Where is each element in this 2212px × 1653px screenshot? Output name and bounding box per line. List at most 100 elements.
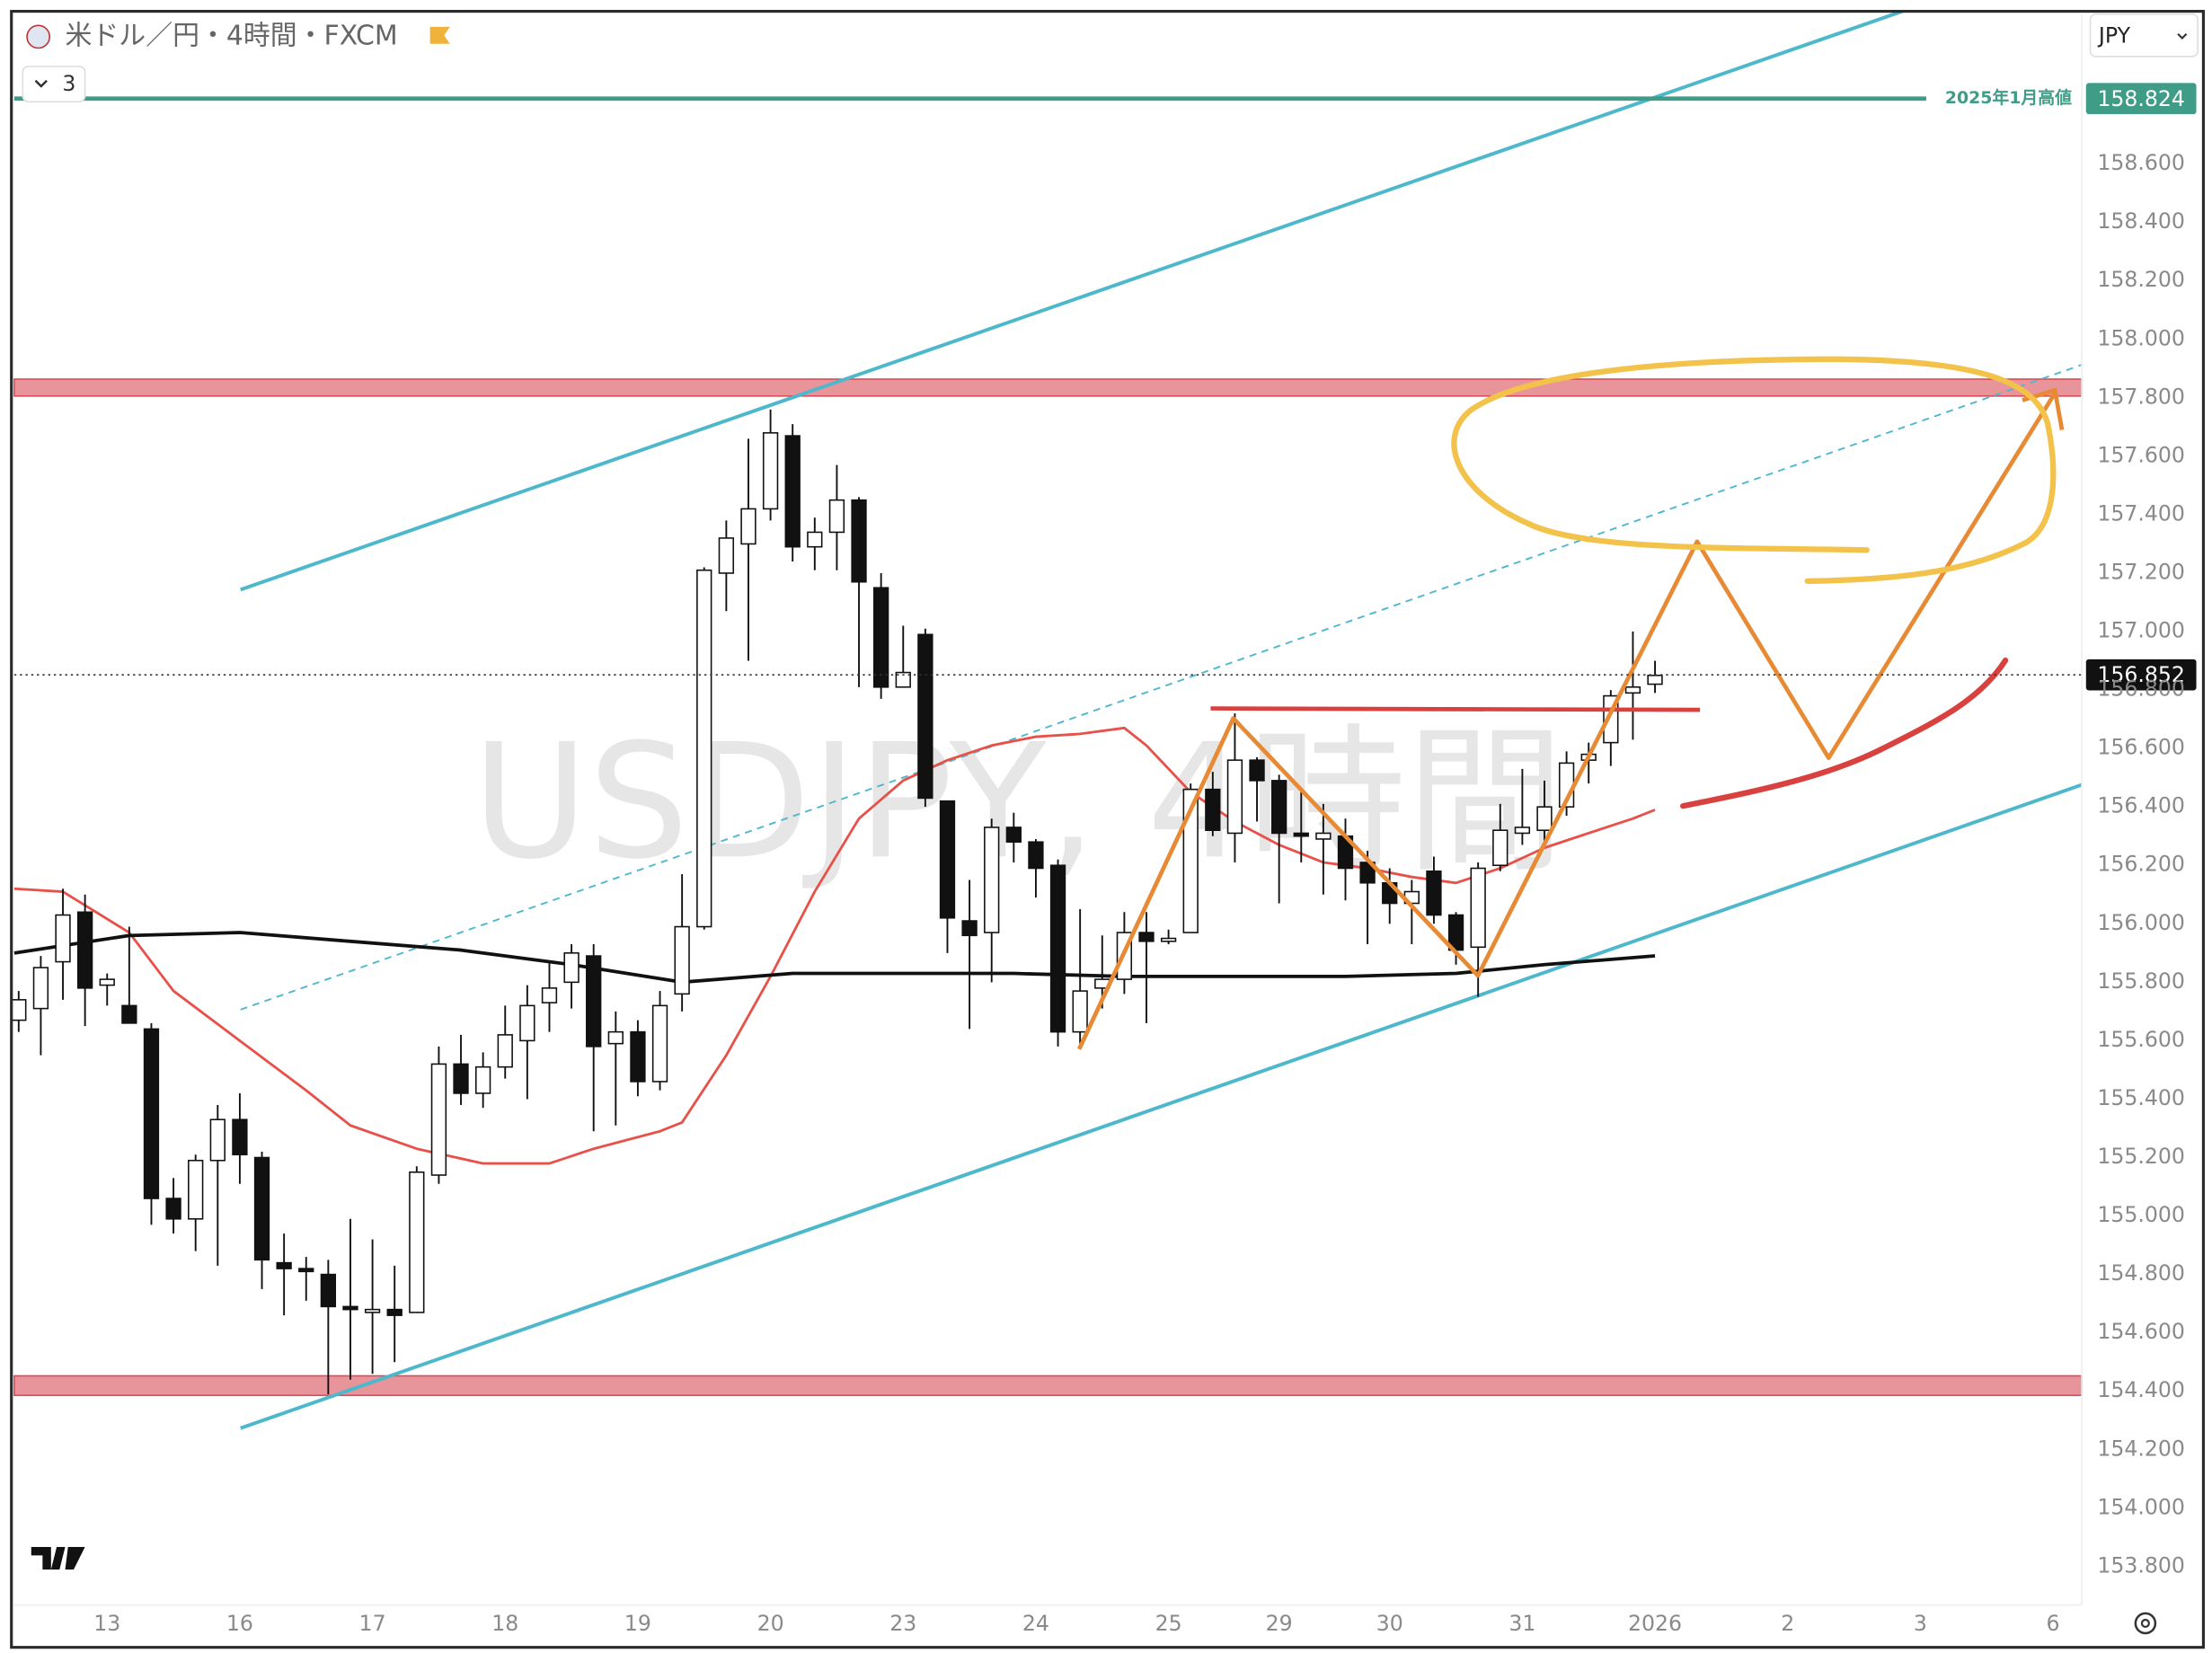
currency-select[interactable] [2089,13,2199,57]
candle-body [232,1118,248,1156]
y-tick-label: 158.600 [2097,150,2185,175]
candle-body [1492,829,1509,867]
back-layer: USDJPY, 4時間 [473,709,1564,894]
chevron [34,79,48,88]
candle-body [1249,759,1265,782]
candle-body [386,1308,403,1316]
candle-body [409,1171,425,1313]
last-price-label: 156.852 [2097,662,2185,687]
candle-body [1205,788,1221,831]
candle-body [298,1268,314,1273]
price-level-label: 2025年1月高値 [1945,87,2072,108]
x-tick-label: 23 [889,1611,916,1636]
flag-marker [429,26,450,44]
indicator-count: 3 [62,71,75,96]
candle-body [807,531,823,548]
candle-body [939,800,956,919]
y-tick-label: 157.400 [2097,500,2185,526]
y-tick-label: 156.400 [2097,793,2185,818]
y-tick-label: 155.000 [2097,1202,2185,1227]
candle-body [497,1034,513,1068]
x-tick-label: 19 [624,1611,651,1636]
candle-body [342,1305,358,1311]
candle-body [1470,867,1486,949]
y-tick-label: 154.200 [2097,1436,2185,1461]
candle-body [1271,780,1287,835]
candle-body [364,1308,381,1313]
candle-body [1160,937,1177,942]
candle-body [143,1028,160,1199]
candle-body [563,952,580,984]
y-tick-label: 157.600 [2097,442,2185,467]
candle-body [121,1004,137,1024]
y-tick-label: 154.600 [2097,1319,2185,1344]
candle-body [76,911,93,989]
flag-icon [26,24,51,49]
candle-body [474,1065,491,1094]
y-tick-label: 158.200 [2097,267,2185,292]
price-zone [13,1375,2083,1397]
x-tick-label: 30 [1376,1611,1403,1636]
candle-body [55,914,71,963]
y-tick-label: 157.000 [2097,618,2185,643]
y-tick-label: 154.400 [2097,1377,2185,1402]
x-tick-label: 31 [1509,1611,1535,1636]
y-tick-label: 156.200 [2097,852,2185,877]
candle-body [165,1198,181,1220]
y-tick-label: 154.800 [2097,1260,2185,1286]
channel-upper [240,9,1903,592]
target-circle [1451,356,2057,585]
footer [31,1546,2157,1635]
x-tick-label: 29 [1266,1611,1293,1636]
x-tick-label: 20 [757,1611,784,1636]
candle-body [11,999,27,1021]
y-tick-label: 158.000 [2097,325,2185,350]
channel-middle [240,364,2083,1011]
candle-body [430,1063,447,1176]
x-tick-label: 16 [226,1611,253,1636]
x-tick-label: 18 [491,1611,518,1636]
candle-body [895,671,911,688]
candle-body [696,569,712,928]
candle-body [1647,675,1663,685]
candle-body [1293,832,1309,837]
y-tick-label: 155.400 [2097,1085,2185,1110]
candle-body [784,435,801,548]
candle-body [872,587,889,688]
candle-body [607,1030,624,1045]
y-tick-label: 153.800 [2097,1552,2185,1578]
x-tick-label: 25 [1155,1611,1182,1636]
y-tick-label: 156.800 [2097,676,2185,702]
indicator-toggle[interactable] [22,66,86,103]
channel-lower [240,782,2083,1430]
candle-body [1514,826,1531,835]
y-tick-label: 158.400 [2097,208,2185,234]
frame [10,10,2205,1649]
x-tick-label: 3 [1914,1611,1927,1636]
candle-body [1049,864,1066,1033]
candle-body [851,499,867,583]
resistance-line [1210,706,1701,712]
axes: 153.800 154.000 154.200 154.400 154.600 154.8… [13,13,2185,1636]
candle-body [1624,686,1641,694]
candle-body [1536,806,1553,831]
y-tick-label: 157.800 [2097,384,2185,409]
y-tick-label: 156.600 [2097,735,2185,760]
scenario-path [1076,392,2057,1050]
candle-body [1182,788,1199,933]
x-tick-label: 17 [359,1611,386,1636]
support-curve [1680,657,2009,809]
candle-body [1072,990,1088,1033]
candle-body [674,925,690,995]
candle-body [1426,870,1442,916]
candle-body [541,987,558,1003]
candle-body [651,1004,668,1083]
candle-body [1138,932,1155,942]
candle-body [519,1004,535,1042]
settings-icon[interactable] [2134,1612,2157,1635]
x-tick-label: 2 [1781,1611,1794,1636]
annotations [1076,356,2065,1050]
x-tick-label: 24 [1022,1611,1049,1636]
candle-body [1005,826,1022,844]
